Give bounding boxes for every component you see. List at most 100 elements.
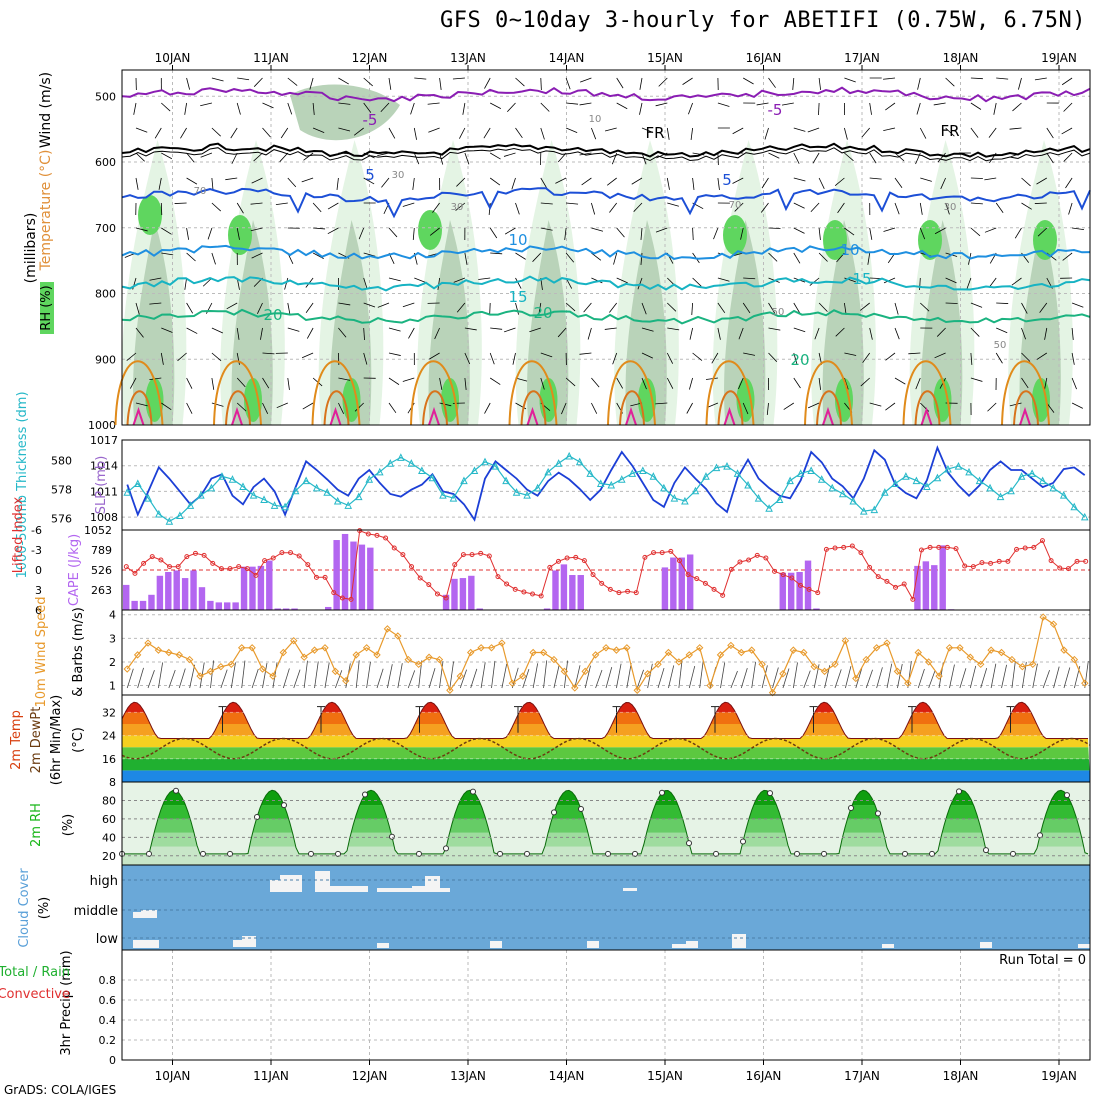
thickness-point (828, 483, 837, 492)
wind-barb (984, 177, 997, 181)
wind-barb (324, 662, 330, 689)
lifted-index-point (841, 544, 847, 550)
cape-bar (266, 560, 273, 610)
wind-barb (894, 327, 900, 340)
wind-barb (766, 402, 769, 415)
wind-barb (928, 670, 936, 689)
wind-barb (1011, 660, 1016, 689)
wind-barb (934, 352, 946, 359)
rh-mid-shading (1019, 220, 1061, 425)
rh-contour-label: 70 (729, 200, 742, 211)
thickness-point (502, 476, 510, 485)
wind-barb (1063, 152, 1073, 162)
cape-tick-label: 526 (91, 564, 112, 577)
wind-barb (287, 177, 297, 188)
wind-barb (637, 277, 643, 290)
thickness-point (1070, 502, 1079, 511)
wind-barb (940, 177, 946, 190)
wind-barb (377, 302, 390, 308)
rh2m-point (281, 802, 287, 809)
cape-tick-label: 1052 (84, 524, 112, 537)
thickness-point (228, 475, 237, 483)
thickness-tick-label: 576 (51, 512, 72, 525)
precip-axis-label: 3hr Precip (mm) (59, 950, 74, 1055)
wind-barb (1018, 77, 1022, 90)
wind-barb (540, 227, 553, 231)
wind-barb (691, 302, 693, 315)
wind-barb (478, 277, 491, 280)
isotherm-warm (520, 390, 547, 426)
wind-barb (917, 668, 925, 689)
lifted-index-point (901, 581, 907, 587)
cape-bar (198, 587, 206, 610)
thickness-point (786, 476, 794, 485)
rh2m-point (470, 788, 476, 795)
wind-barb (988, 127, 997, 138)
rh-mid-shading (527, 220, 569, 425)
rh-legend-swatch (40, 282, 54, 334)
rh2m-point (227, 850, 233, 857)
wind-barb (883, 277, 896, 284)
wind-barb (844, 377, 849, 390)
wind-barb (688, 102, 693, 115)
wind-speed-point (1018, 662, 1027, 671)
wind-barb (730, 670, 738, 689)
thickness-point (617, 475, 626, 483)
wind-barb (388, 327, 401, 332)
cape-bar (914, 565, 921, 610)
isotherm-warm (213, 360, 262, 426)
isotherm-label: FR (645, 124, 664, 142)
wind-speed-point (904, 679, 912, 687)
wind-barb (845, 666, 852, 689)
rh2m-point (848, 805, 854, 812)
wind-speed-point (872, 644, 881, 652)
top-date-label: 11JAN (253, 51, 289, 65)
wind-barb (301, 177, 314, 183)
thickness-point (975, 476, 984, 485)
wind-barb (666, 177, 670, 190)
thickness-point (859, 507, 868, 515)
temperature-axis-label: Temperature (°C) (38, 150, 54, 272)
lifted-index-point (676, 558, 682, 564)
wind-barb (915, 377, 921, 390)
rh-axis-label: RH (%) (39, 285, 54, 330)
wind-barb (186, 227, 190, 240)
lifted-index-point (262, 558, 268, 564)
wind-barb (818, 177, 825, 189)
lifted-index-point (331, 590, 337, 596)
cloud-level-label: low (96, 932, 119, 947)
isotherm-warm (1001, 360, 1050, 426)
wind-speed-point (227, 660, 235, 669)
wind-speed-point (435, 655, 444, 664)
wind-barb (581, 177, 592, 186)
wind-speed-point (279, 648, 288, 657)
wind-barb (439, 402, 452, 407)
wind-barb (512, 352, 516, 365)
wind-barb (327, 202, 339, 210)
wind-barb (565, 377, 576, 387)
wind-barb (336, 177, 339, 190)
wind-barb (257, 302, 263, 315)
rh-contour-label: 50 (772, 307, 785, 318)
thickness-point (218, 472, 226, 480)
lifted-index-point (305, 562, 311, 568)
wind-speed-point (977, 660, 985, 669)
temp-band (122, 758, 1090, 771)
thickness-point (639, 466, 647, 474)
wind-barb (1021, 352, 1031, 362)
wind-barb (402, 202, 415, 207)
wind-barb (250, 227, 263, 232)
wind-barb (200, 152, 213, 158)
lifted-index-point (400, 552, 406, 558)
wind-barb (184, 102, 187, 115)
wind-barb (564, 227, 567, 240)
wind-barb (402, 302, 415, 308)
wind-speed-point (258, 665, 267, 673)
wind-barb (667, 327, 680, 331)
wind-barb (1062, 252, 1073, 261)
wind-barb (937, 152, 946, 163)
wind-speed-point (675, 658, 683, 666)
wind-speed-point (789, 646, 798, 654)
y-tick-label: 900 (95, 353, 116, 366)
wind-barb (532, 663, 539, 689)
